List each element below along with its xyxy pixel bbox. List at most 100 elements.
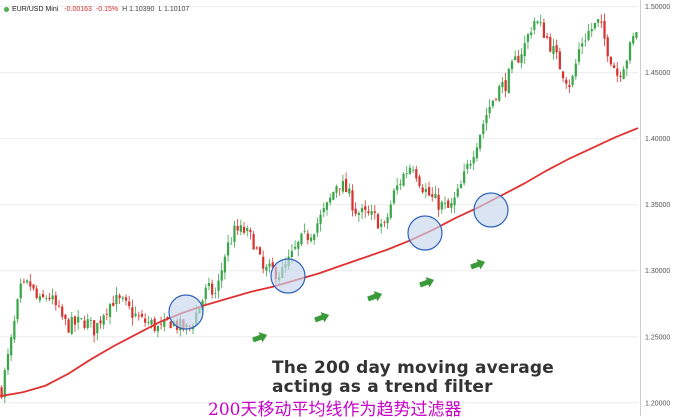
candle-body (83, 320, 86, 328)
candle-body (19, 283, 22, 299)
arrow-shape (419, 277, 435, 288)
candle-body (392, 190, 396, 204)
candle-body (102, 315, 105, 325)
candle-body (399, 183, 402, 185)
high-value: H 1.10390 (122, 5, 155, 13)
candle-body (338, 188, 341, 190)
candle-body (581, 43, 584, 47)
candle-body (293, 246, 297, 249)
candle-body (348, 188, 351, 194)
candle-body (376, 214, 380, 229)
y-tick-label: 1.35000 (645, 202, 670, 209)
caption-line-2: acting as a trend filter (272, 377, 493, 397)
candle-body (568, 85, 571, 88)
candle-body (386, 217, 389, 224)
candle-body (303, 231, 306, 232)
trend-arrow-icon (252, 332, 268, 343)
candle-body (10, 337, 13, 356)
candle-body (329, 197, 332, 203)
candle-body (249, 230, 252, 233)
candle-body (574, 63, 577, 77)
candle-body (450, 202, 453, 208)
candle-body (204, 287, 207, 300)
candle-body (590, 28, 593, 32)
candle-body (545, 36, 549, 38)
candle-body (64, 314, 67, 319)
status-dot-icon (4, 6, 9, 12)
y-axis-ticks: 1.50000 1.45000 1.40000 1.35000 1.30000 1.250… (645, 4, 670, 407)
candle-body (494, 98, 498, 100)
candle-body (156, 325, 160, 332)
candle-body (335, 186, 338, 193)
candle-body (415, 169, 418, 179)
candle-body (13, 320, 16, 340)
candle-body (488, 106, 491, 114)
candle-body (389, 204, 392, 218)
trend-arrows (252, 259, 486, 343)
candle-body (169, 321, 172, 329)
candle-body (619, 76, 622, 77)
candle-body (593, 22, 597, 29)
candle-body (603, 20, 606, 39)
candle-body (498, 86, 501, 101)
candle-body (271, 262, 274, 268)
candle-body (491, 100, 494, 107)
candle-body (258, 247, 262, 255)
candle-body (233, 225, 236, 243)
y-tick-label: 1.40000 (645, 136, 670, 143)
highlight-circle (473, 192, 509, 228)
y-tick-label: 1.25000 (645, 334, 670, 341)
candle-body (396, 185, 399, 191)
candle-body (402, 173, 405, 186)
highlight-circle (168, 294, 204, 330)
candle-body (268, 263, 271, 267)
candle-body (319, 214, 322, 224)
candle-body (230, 243, 233, 245)
candle-body (131, 307, 134, 318)
candle-body (357, 213, 360, 215)
candle-body (364, 206, 367, 211)
candle-body (309, 237, 313, 242)
candle-body (77, 316, 80, 323)
candle-body (482, 123, 485, 135)
candle-body (418, 176, 421, 186)
candle-body (536, 21, 539, 24)
candle-body (61, 306, 64, 317)
candle-body (380, 223, 383, 227)
candle-body (360, 207, 364, 213)
arrow-shape (252, 332, 268, 343)
candle-body (469, 163, 472, 166)
candle-body (373, 211, 376, 213)
highlight-circle (407, 215, 443, 251)
candle-body (6, 353, 10, 370)
candle-body (555, 45, 558, 53)
candle-body (115, 294, 118, 305)
candle-body (558, 51, 561, 70)
candle-body (332, 192, 335, 200)
arrow-shape (367, 291, 383, 302)
candle-body (622, 69, 625, 80)
candle-body (325, 202, 329, 210)
candle-body (297, 241, 300, 249)
candle-body (108, 303, 112, 317)
candle-body (383, 222, 386, 223)
highlight-circles (168, 192, 509, 330)
highlight-circle (270, 258, 306, 294)
candle-body (29, 281, 32, 287)
candle-body (475, 147, 479, 159)
candle-body (22, 281, 26, 283)
arrow-shape (314, 312, 330, 323)
candle-body (427, 187, 431, 196)
candle-body (561, 71, 565, 79)
candle-body (252, 233, 255, 250)
candle-body (124, 297, 128, 301)
candle-body (306, 233, 309, 241)
candle-body (265, 266, 268, 271)
candle-body (89, 320, 93, 321)
symbol-label[interactable]: EUR/USD Mini (12, 5, 59, 13)
candle-body (137, 315, 140, 317)
candle-body (501, 81, 504, 88)
candle-body (322, 208, 325, 213)
candle-body (459, 183, 463, 189)
